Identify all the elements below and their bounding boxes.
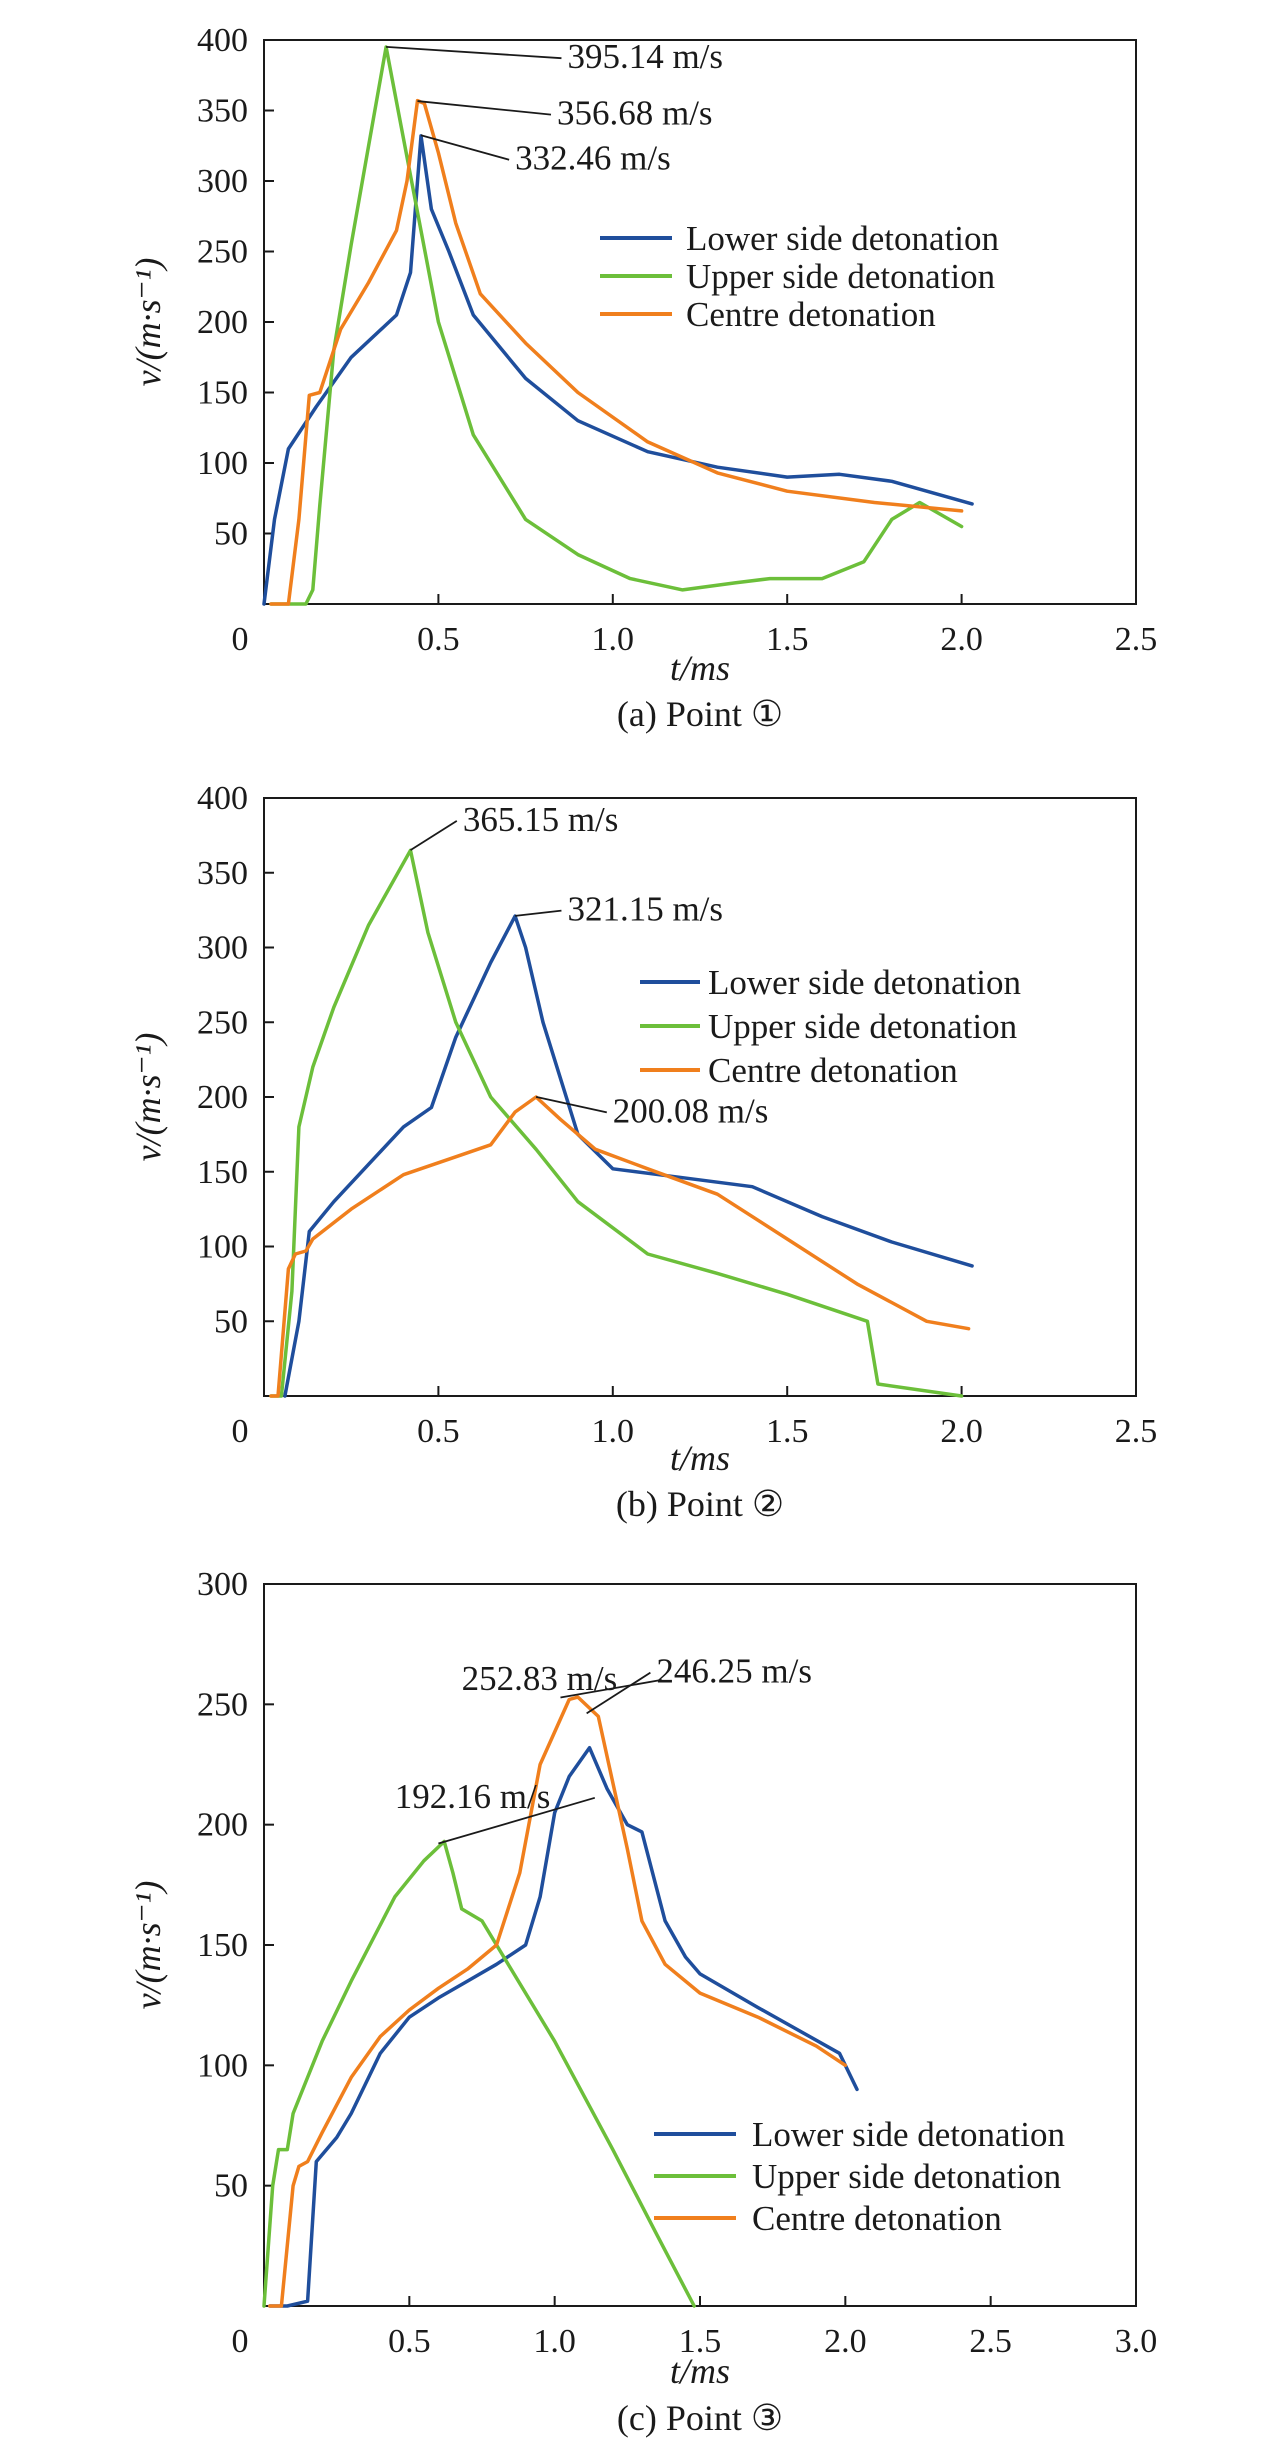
y-axis-label: v/(m·s⁻¹) (128, 1881, 168, 2010)
peak-annotation: 321.15 m/s (567, 890, 723, 929)
y-tick-label: 300 (197, 1566, 248, 1603)
legend-label-centre: Centre detonation (752, 2199, 1002, 2238)
peak-annotation: 332.46 m/s (515, 139, 671, 178)
x-tick-label: 0 (232, 1413, 249, 1450)
peak-annotation: 365.15 m/s (463, 800, 619, 839)
x-tick-label: 0.5 (417, 621, 460, 658)
annotation-leader (386, 45, 562, 60)
x-tick-label: 1.5 (766, 621, 809, 658)
series-line-upper (269, 848, 964, 1398)
peak-annotation: 395.14 m/s (567, 37, 723, 76)
y-tick-label: 50 (214, 1303, 248, 1340)
x-tick-label: 2.0 (940, 1413, 983, 1450)
x-tick-label: 2.0 (940, 621, 983, 658)
chart-panel-b: 50 100 150 200 250 300 350 400 0 0.5 1.0 1.5 2.0 2.5 t… (128, 780, 1157, 1524)
y-tick-label: 300 (197, 930, 248, 967)
series-line-upper (269, 45, 964, 606)
y-tick-label: 350 (197, 855, 248, 892)
legend-label-upper: Upper side detonation (752, 2157, 1061, 2196)
y-tick-label: 300 (197, 163, 248, 200)
plot-frame (263, 1583, 1137, 2307)
series-line-lower (268, 1745, 859, 2308)
y-tick-label: 150 (197, 1927, 248, 1964)
x-tick-label: 1.0 (592, 621, 635, 658)
x-tick-label: 0.5 (388, 2323, 431, 2360)
peak-annotation: 246.25 m/s (656, 1652, 812, 1691)
peak-annotation: 200.08 m/s (613, 1091, 769, 1130)
y-tick-label: 150 (197, 375, 248, 412)
legend-label-upper: Upper side detonation (708, 1007, 1017, 1046)
x-axis-label: t/ms (670, 648, 730, 688)
x-axis-label: t/ms (670, 2351, 730, 2391)
y-tick-label: 150 (197, 1154, 248, 1191)
peak-annotation: 356.68 m/s (557, 94, 713, 133)
y-tick-label: 200 (197, 304, 248, 341)
x-tick-label: 1.5 (766, 1413, 809, 1450)
x-tick-label: 0 (232, 621, 249, 658)
annotation-leader (515, 909, 562, 917)
peak-annotation: 252.83 m/s (462, 1659, 618, 1698)
series-line-centre (269, 1095, 971, 1398)
y-tick-label: 100 (197, 2047, 248, 2084)
y-tick-label: 250 (197, 1004, 248, 1041)
y-axis-label: v/(m·s⁻¹) (128, 258, 168, 387)
legend-label-lower: Lower side detonation (708, 963, 1021, 1002)
x-tick-label: 0 (232, 2323, 249, 2360)
series-line-lower (283, 914, 974, 1398)
annotation-leader (535, 1096, 607, 1114)
annotation-leader (410, 820, 458, 851)
x-tick-label: 2.0 (824, 2323, 867, 2360)
series-line-lower (262, 134, 974, 606)
legend-label-centre: Centre detonation (686, 295, 936, 334)
peak-annotation: 192.16 m/s (395, 1777, 551, 1816)
legend-label-lower: Lower side detonation (686, 219, 999, 258)
annotation-leader (560, 1679, 662, 1699)
x-tick-label: 2.5 (1115, 1413, 1158, 1450)
x-tick-label: 3.0 (1115, 2323, 1158, 2360)
series-line-centre (269, 98, 964, 606)
x-tick-label: 2.5 (1115, 621, 1158, 658)
annotation-leader (438, 1796, 596, 1845)
x-tick-label: 1.0 (533, 2323, 576, 2360)
x-tick-label: 2.5 (969, 2323, 1012, 2360)
chart-caption: (a) Point ① (617, 694, 783, 734)
chart-caption: (c) Point ③ (617, 2398, 783, 2438)
x-axis-label: t/ms (670, 1438, 730, 1478)
y-tick-label: 250 (197, 1686, 248, 1723)
legend-label-upper: Upper side detonation (686, 257, 995, 296)
x-tick-label: 1.5 (679, 2323, 722, 2360)
annotation-leader (420, 134, 510, 161)
y-axis-label: v/(m·s⁻¹) (128, 1033, 168, 1162)
y-tick-label: 350 (197, 93, 248, 130)
x-tick-label: 0.5 (417, 1413, 460, 1450)
chart-panel-c: 50 100 150 200 250 300 0 0.5 1.0 1.5 2.0 2.5 3.0 t/ms… (128, 1566, 1157, 2438)
chart-panel-a: 50 100 150 200 250 300 350 400 0 0.5 1.0 1.5 2.0 2.5 t… (128, 22, 1157, 734)
y-tick-label: 250 (197, 234, 248, 271)
y-tick-label: 200 (197, 1807, 248, 1844)
y-tick-label: 50 (214, 2168, 248, 2205)
series-line-centre (268, 1695, 848, 2308)
y-tick-label: 100 (197, 1229, 248, 1266)
y-tick-label: 100 (197, 445, 248, 482)
annotation-leader (586, 1671, 651, 1715)
legend-label-lower: Lower side detonation (752, 2115, 1065, 2154)
y-tick-label: 50 (214, 516, 248, 553)
series-line-upper (262, 1839, 696, 2308)
x-tick-label: 1.0 (592, 1413, 635, 1450)
annotation-leader (417, 100, 552, 116)
y-tick-label: 200 (197, 1079, 248, 1116)
chart-caption: (b) Point ② (616, 1484, 784, 1524)
legend-label-centre: Centre detonation (708, 1051, 958, 1090)
y-tick-label: 400 (197, 22, 248, 59)
y-tick-label: 400 (197, 780, 248, 817)
